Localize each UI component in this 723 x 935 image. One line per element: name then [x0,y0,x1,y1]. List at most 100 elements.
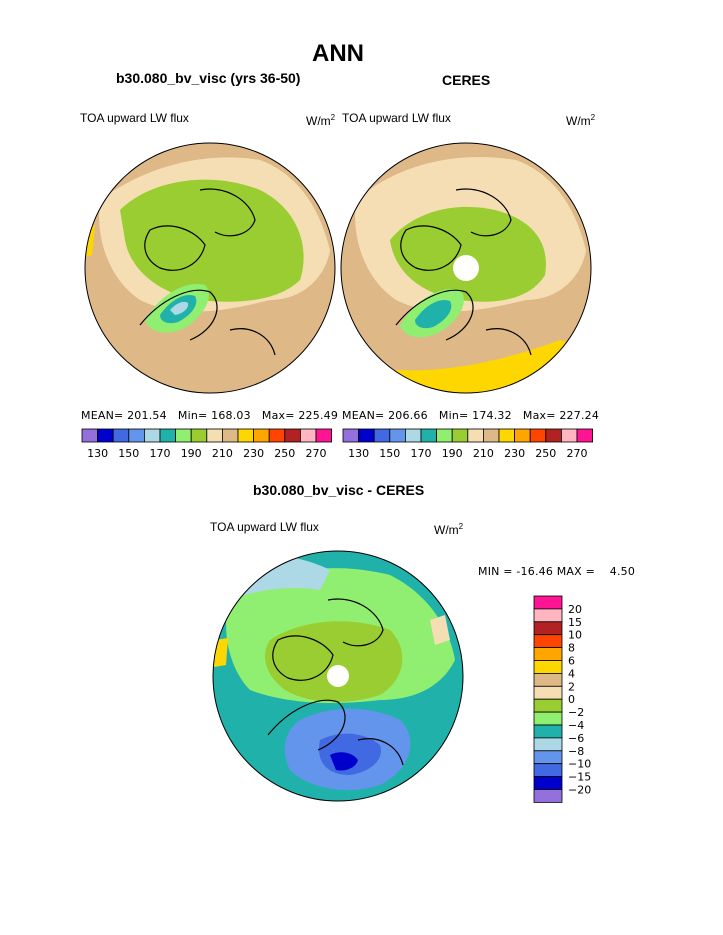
map-model [85,143,335,393]
panel-1-title: b30.080_bv_visc (yrs 36-50) [116,70,301,86]
colorbar-model-swatch [237,428,255,443]
diff-stats: MIN = -16.46 MAX = 4.50 [478,565,636,578]
colorbar-ceres-tick-label: 210 [473,447,494,460]
colorbar-diff-swatch [533,647,563,661]
colorbar-ceres-swatch [576,428,594,443]
map-diff-coastline-4 [357,738,404,766]
colorbar-ceres: 130 150 170 190 210 230 250 270 [342,428,594,460]
colorbar-ceres-swatch [420,428,438,443]
colorbar-model-swatch [97,428,114,443]
colorbar-ceres-swatch [358,428,375,443]
colorbar-ceres-tick-label: 170 [411,447,432,460]
colorbar-ceres-tick-label: 250 [535,447,556,460]
panel-1-field-label: TOA upward LW flux [80,111,189,125]
colorbar-model-swatch [81,428,99,443]
colorbar-model-tick-label: 250 [274,447,295,460]
colorbar-diff-tick-label: −15 [568,771,591,784]
colorbar-model-swatch [190,428,208,443]
map-ceres-border [340,142,592,394]
colorbar-diff-swatch [533,776,563,790]
colorbar-ceres-swatch [404,428,422,443]
colorbar-diff-swatch [533,595,563,610]
colorbar-ceres-tick-label: 130 [348,447,369,460]
map-model-coastline-4 [229,328,276,356]
map-diff-coastline-3 [267,699,346,751]
map-ceres-coastline-2 [455,188,512,237]
colorbar-diff-swatch [533,698,563,713]
colorbar-model-swatch [206,428,223,443]
colorbar-ceres-tick-label: 270 [567,447,588,460]
diff-units: W/m2 [434,522,464,537]
panel-2-stats: MEAN= 206.66 Min= 174.32 Max= 227.24 [342,409,600,422]
map-diff-border [212,550,464,802]
colorbar-ceres-swatch [498,428,516,443]
map-ceres-region-green [390,206,546,302]
colorbar-diff-swatch [533,711,563,726]
colorbar-diff-swatch [533,673,563,687]
colorbar-diff-tick-label: −4 [568,719,584,732]
diff-title: b30.080_bv_visc - CERES [253,482,425,498]
panel-2-field-label: TOA upward LW flux [342,111,451,125]
colorbar-diff-swatch [533,750,563,765]
colorbar-ceres-swatch [514,428,531,443]
colorbar-model-tick-label: 170 [150,447,171,460]
map-diff [213,551,463,801]
colorbar-diff-swatch [533,789,563,803]
colorbar-diff-tick-label: 2 [568,680,575,693]
colorbar-model-swatch [315,428,333,443]
colorbar-model-swatch [299,428,317,443]
colorbar-diff-tick-label: 4 [568,667,575,680]
colorbar-diff-swatch [533,660,563,674]
colorbar-diff-tick-label: −20 [568,784,591,797]
colorbar-ceres-swatch [529,428,547,443]
map-model-coastline-2 [199,188,256,237]
colorbar-ceres-swatch [436,428,453,443]
colorbar-ceres-swatch [545,428,562,443]
colorbar-diff-tick-label: −2 [568,706,584,719]
colorbar-diff-swatch [533,724,563,739]
colorbar-ceres-swatch [342,428,360,443]
colorbar-ceres-swatch [467,428,484,443]
colorbar-model-tick-label: 130 [87,447,108,460]
colorbar-diff-tick-label: −10 [568,758,591,771]
colorbar-model-tick-label: 270 [306,447,327,460]
colorbar-diff-tick-label: 0 [568,693,575,706]
colorbar-model-tick-label: 150 [118,447,139,460]
colorbar-model-swatch [253,428,270,443]
colorbar-model-tick-label: 230 [243,447,264,460]
colorbar-model-tick-label: 190 [181,447,202,460]
map-diff-coastline-1 [272,635,334,681]
colorbar-diff-swatch [533,634,563,649]
colorbar-model-swatch [175,428,192,443]
colorbar-diff-swatch [533,621,563,636]
colorbar-model-swatch [159,428,177,443]
map-ceres-coastline-4 [485,328,532,356]
map-model-coastline-1 [144,225,206,271]
diff-field-label: TOA upward LW flux [210,520,319,534]
panel-2-title: CERES [442,72,491,88]
colorbar-ceres-tick-label: 190 [442,447,463,460]
map-ceres [341,143,591,393]
colorbar-model-swatch [143,428,161,443]
colorbar-ceres-swatch [451,428,469,443]
page-title: ANN [312,40,364,67]
colorbar-model: 130 150 170 190 210 230 250 270 [81,428,333,460]
map-model-region-green [120,179,304,302]
colorbar-model-tick-label: 210 [212,447,233,460]
colorbar-ceres-swatch [389,428,406,443]
colorbar-model-swatch [128,428,145,443]
colorbar-ceres-swatch [373,428,391,443]
colorbar-diff-tick-label: −8 [568,745,584,758]
colorbar-model-swatch [112,428,130,443]
map-ceres-greenland-teal [415,299,452,329]
map-diff-region-green [265,621,403,702]
map-model-border [84,142,336,394]
map-model-greenland-core [170,301,189,315]
colorbar-model-swatch [221,428,239,443]
colorbar-diff-tick-label: 8 [568,642,575,655]
colorbar-diff-swatch [533,737,563,752]
colorbar-diff-tick-label: 20 [568,603,582,616]
map-ceres-coastline-1 [400,225,462,271]
